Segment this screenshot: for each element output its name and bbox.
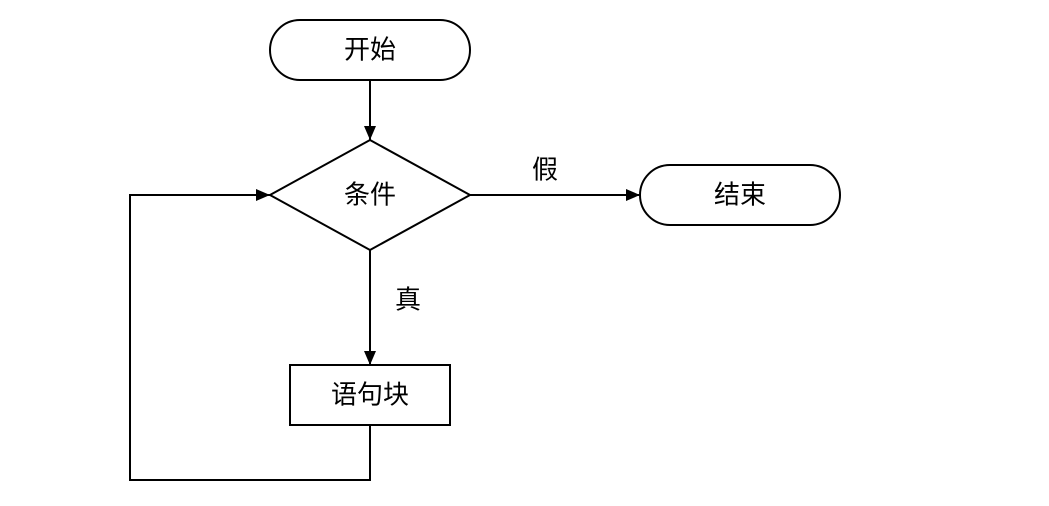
- node-start-label: 开始: [344, 36, 396, 65]
- node-end: 结束: [640, 165, 840, 225]
- edge-cond_to_end: 假: [470, 156, 640, 202]
- node-cond: 条件: [270, 140, 470, 250]
- edge-cond_to_block: 真: [364, 250, 421, 365]
- node-block: 语句块: [290, 365, 450, 425]
- node-block-label: 语句块: [331, 381, 409, 410]
- flowchart-diagram: 开始条件语句块 结束 假真: [0, 0, 1049, 506]
- edge-start_to_cond: [364, 80, 376, 140]
- node-end-label: 结束: [714, 181, 766, 210]
- edge-block_loop: [130, 189, 370, 480]
- node-start: 开始: [270, 20, 470, 80]
- node-cond-label: 条件: [344, 181, 396, 210]
- edge-cond_to_end-label: 假: [532, 156, 558, 185]
- edge-cond_to_block-label: 真: [395, 286, 421, 315]
